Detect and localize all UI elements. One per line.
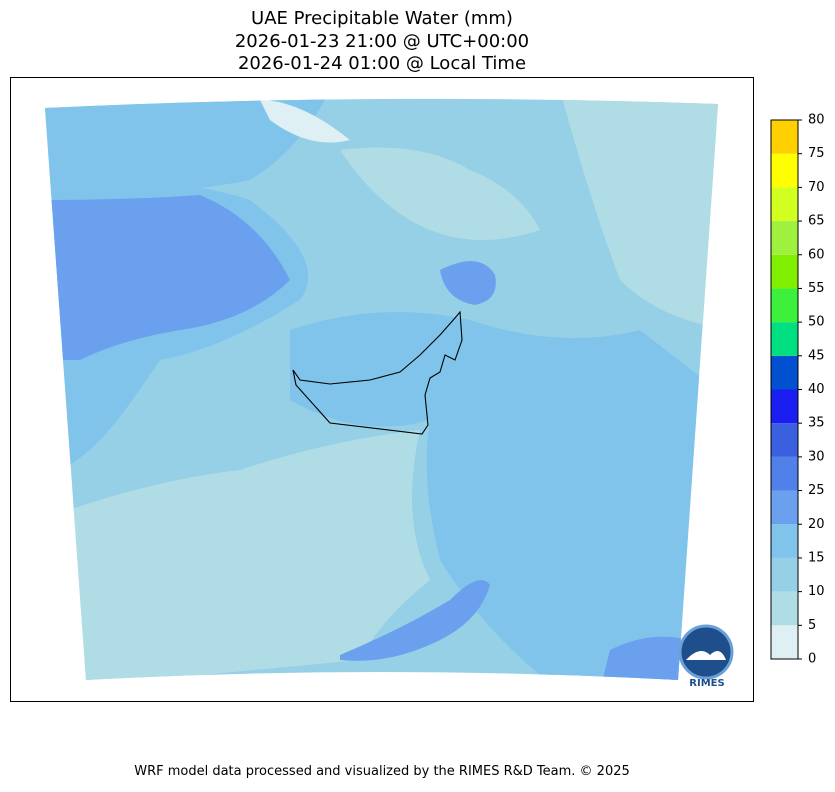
field-blob	[290, 312, 718, 681]
title-line: 2026-01-23 21:00 @ UTC+00:00	[235, 31, 529, 52]
field-blob	[340, 147, 540, 240]
title-line: UAE Precipitable Water (mm)	[251, 8, 513, 29]
logo-emblem	[678, 624, 734, 680]
colorbar-segment	[771, 591, 798, 626]
logo-wave	[686, 651, 726, 660]
colorbar-segment	[771, 423, 798, 457]
colorbar-tick-label: 75	[808, 146, 825, 161]
field-blob	[560, 98, 718, 330]
colorbar-tick-label: 20	[808, 517, 825, 532]
rimes-logo: RIMES	[678, 624, 734, 689]
colorbar-segment	[771, 120, 798, 154]
colorbar: 0 5 10 15 20 25 30 35 40 45 50 55 60 65 70 75 80	[770, 113, 825, 667]
footer: WRF model data processed and visualized …	[134, 764, 630, 779]
colorbar-segment	[771, 355, 798, 390]
colorbar-segment	[771, 322, 798, 356]
field-blob	[45, 430, 430, 681]
field-blob	[340, 580, 490, 661]
colorbar-tick-label: 25	[808, 483, 825, 498]
colorbar-tick-label: 15	[808, 550, 825, 565]
field-blob	[600, 636, 690, 681]
colorbar-segment	[771, 456, 798, 491]
colorbar-segment	[771, 524, 798, 558]
logo-text: RIMES	[689, 678, 724, 689]
colorbar-segment	[771, 221, 798, 255]
field-blob	[260, 100, 350, 143]
title-line: 2026-01-24 01:00 @ Local Time	[238, 53, 526, 74]
colorbar-segment	[771, 625, 798, 659]
colorbar-segment	[771, 490, 798, 525]
colorbar-segment	[771, 389, 798, 424]
field-blob	[45, 195, 290, 360]
colorbar-tick-label: 30	[808, 449, 825, 464]
colorbar-segment	[771, 153, 798, 188]
colorbar-tick-label: 50	[808, 315, 825, 330]
colorbar-tick-label: 45	[808, 348, 825, 363]
colorbar-segment	[771, 254, 798, 289]
country-border	[292, 310, 463, 435]
colorbar-tick-label: 0	[808, 652, 816, 667]
precip-field	[45, 98, 718, 681]
colorbar-tick-label: 5	[808, 618, 816, 633]
colorbar-tick-label: 40	[808, 382, 825, 397]
colorbar-tick-label: 60	[808, 247, 825, 262]
colorbar-segment	[771, 557, 798, 592]
colorbar-segment	[771, 288, 798, 323]
colorbar-tick-label: 55	[808, 281, 825, 296]
colorbar-tick-label: 65	[808, 214, 825, 229]
colorbar-tick-label: 10	[808, 584, 825, 599]
field-blob	[45, 98, 330, 194]
field-blob	[440, 261, 496, 305]
colorbar-segment	[771, 187, 798, 222]
colorbar-tick-label: 80	[808, 113, 825, 128]
colorbar-tick-label: 70	[808, 180, 825, 195]
colorbar-tick-label: 35	[808, 416, 825, 431]
